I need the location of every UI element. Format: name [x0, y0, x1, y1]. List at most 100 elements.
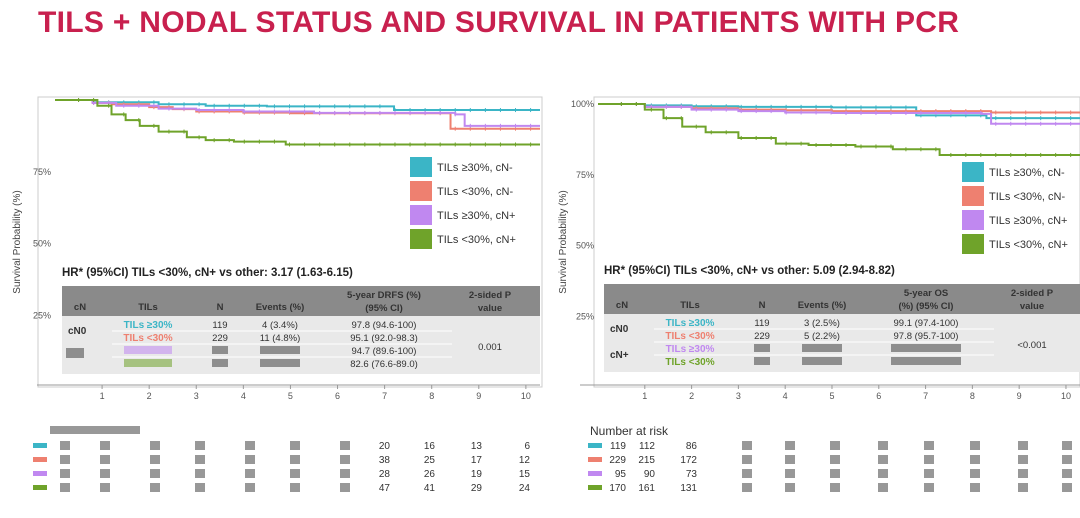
right-blurred-cell — [754, 357, 770, 365]
right-x-tick-label: 6 — [876, 391, 881, 401]
right-y-tick-label: 50% — [576, 241, 594, 251]
right-legend-label-4: TILs <30%, cN+ — [989, 239, 1068, 251]
right-hr-text: HR* (95%CI) TILs <30%, cN+ vs other: 5.0… — [604, 265, 895, 277]
left-y-tick-label: 75% — [33, 167, 51, 177]
left-rate-value: 82.6 (76.6-89.0) — [350, 359, 418, 370]
left-blurred-risk-cell — [195, 469, 205, 478]
left-risk-value: 13 — [471, 441, 483, 452]
left-risk-swatch-2 — [33, 457, 47, 462]
right-tils-label: TILs <30% — [665, 357, 714, 368]
right-blurred-risk-cell — [1018, 441, 1028, 450]
left-series-line-3 — [55, 99, 540, 127]
right-blurred-risk-cell — [742, 455, 752, 464]
left-risk-value: 41 — [424, 483, 436, 494]
right-blurred-risk-cell — [742, 469, 752, 478]
right-blurred-risk-cell — [1018, 483, 1028, 492]
right-blurred-risk-cell — [1018, 469, 1028, 478]
right-risk-value: 131 — [680, 483, 697, 494]
left-legend-label-3: TILs ≥30%, cN+ — [437, 210, 515, 222]
right-blurred-risk-cell — [830, 483, 840, 492]
left-blurred-risk-cell — [195, 455, 205, 464]
left-blurred-risk-cell — [100, 469, 110, 478]
left-table-header-bg — [62, 286, 540, 316]
left-blurred-risk-label — [50, 426, 140, 434]
right-risk-value: 86 — [686, 441, 698, 452]
right-blurred-risk-cell — [1062, 441, 1072, 450]
left-risk-swatch-4 — [33, 485, 47, 490]
left-y-tick-label: 50% — [33, 239, 51, 249]
left-blurred-risk-cell — [150, 455, 160, 464]
left-risk-value: 47 — [379, 483, 391, 494]
left-legend-swatch-2 — [410, 181, 432, 201]
left-blurred-risk-cell — [245, 455, 255, 464]
right-risk-value: 73 — [686, 469, 698, 480]
right-blurred-risk-cell — [924, 469, 934, 478]
left-th-tils: TILs — [138, 302, 158, 313]
right-blurred-cell — [891, 344, 961, 352]
right-rate-value: 97.8 (95.7-100) — [894, 331, 959, 342]
left-th-p: 2-sided P — [469, 290, 512, 301]
right-blurred-risk-cell — [878, 483, 888, 492]
right-blurred-cell — [891, 357, 961, 365]
left-blurred-risk-cell — [150, 483, 160, 492]
left-blurred-risk-cell — [150, 441, 160, 450]
left-rate-value: 95.1 (92.0-98.3) — [350, 333, 418, 344]
right-risk-swatch-4 — [588, 485, 602, 490]
left-blurred-risk-cell — [245, 469, 255, 478]
left-series-line-4 — [55, 99, 540, 146]
right-blurred-risk-cell — [924, 441, 934, 450]
left-tils-label: TILs ≥30% — [124, 320, 173, 331]
left-risk-swatch-1 — [33, 443, 47, 448]
left-risk-value: 26 — [424, 469, 436, 480]
right-y-axis-title: Survival Probability (%) — [558, 190, 569, 293]
left-blurred-cn — [66, 348, 84, 358]
right-blurred-risk-cell — [742, 483, 752, 492]
right-risk-value: 215 — [638, 455, 655, 466]
right-legend-swatch-2 — [962, 186, 984, 206]
right-x-tick-label: 7 — [923, 391, 928, 401]
right-blurred-risk-cell — [970, 455, 980, 464]
right-blurred-risk-cell — [878, 455, 888, 464]
left-th-cn: cN — [74, 302, 86, 313]
right-series-line-4 — [598, 103, 1080, 156]
left-x-tick-label: 9 — [476, 391, 481, 401]
right-blurred-risk-cell — [924, 455, 934, 464]
right-blurred-risk-cell — [785, 469, 795, 478]
right-x-tick-label: 5 — [829, 391, 834, 401]
left-blurred-risk-cell — [195, 441, 205, 450]
left-blurred-cell — [124, 346, 172, 354]
right-risk-value: 95 — [615, 469, 627, 480]
left-risk-value: 19 — [471, 469, 483, 480]
slide-title: TILS + NODAL STATUS AND SURVIVAL IN PATI… — [38, 6, 960, 39]
left-blurred-cell — [124, 359, 172, 367]
right-th-cn: cN — [616, 300, 628, 311]
left-tils-label: TILs <30% — [123, 333, 172, 344]
left-blurred-risk-cell — [60, 455, 70, 464]
right-risk-label: Number at risk — [590, 424, 669, 438]
left-x-tick-label: 10 — [521, 391, 531, 401]
left-blurred-risk-cell — [100, 483, 110, 492]
right-blurred-risk-cell — [970, 441, 980, 450]
left-blurred-risk-cell — [340, 469, 350, 478]
right-risk-swatch-2 — [588, 457, 602, 462]
left-risk-value: 16 — [424, 441, 436, 452]
right-cn-label: cN+ — [610, 350, 629, 361]
left-x-tick-label: 8 — [429, 391, 434, 401]
left-blurred-risk-cell — [195, 483, 205, 492]
right-events-value: 5 (2.2%) — [804, 331, 840, 342]
right-series-line-3 — [598, 103, 1080, 125]
left-blurred-risk-cell — [290, 483, 300, 492]
left-blurred-risk-cell — [290, 441, 300, 450]
left-legend-label-1: TILs ≥30%, cN- — [437, 162, 513, 174]
left-x-tick-label: 1 — [100, 391, 105, 401]
right-y-tick-label: 75% — [576, 170, 594, 180]
left-blurred-risk-cell — [340, 455, 350, 464]
right-x-tick-label: 4 — [783, 391, 788, 401]
left-blurred-risk-cell — [245, 483, 255, 492]
right-legend-swatch-3 — [962, 210, 984, 230]
right-series-line-1 — [598, 103, 1080, 120]
left-blurred-risk-cell — [100, 441, 110, 450]
right-th-p: 2-sided P — [1011, 288, 1054, 299]
right-legend-label-3: TILs ≥30%, cN+ — [989, 215, 1067, 227]
